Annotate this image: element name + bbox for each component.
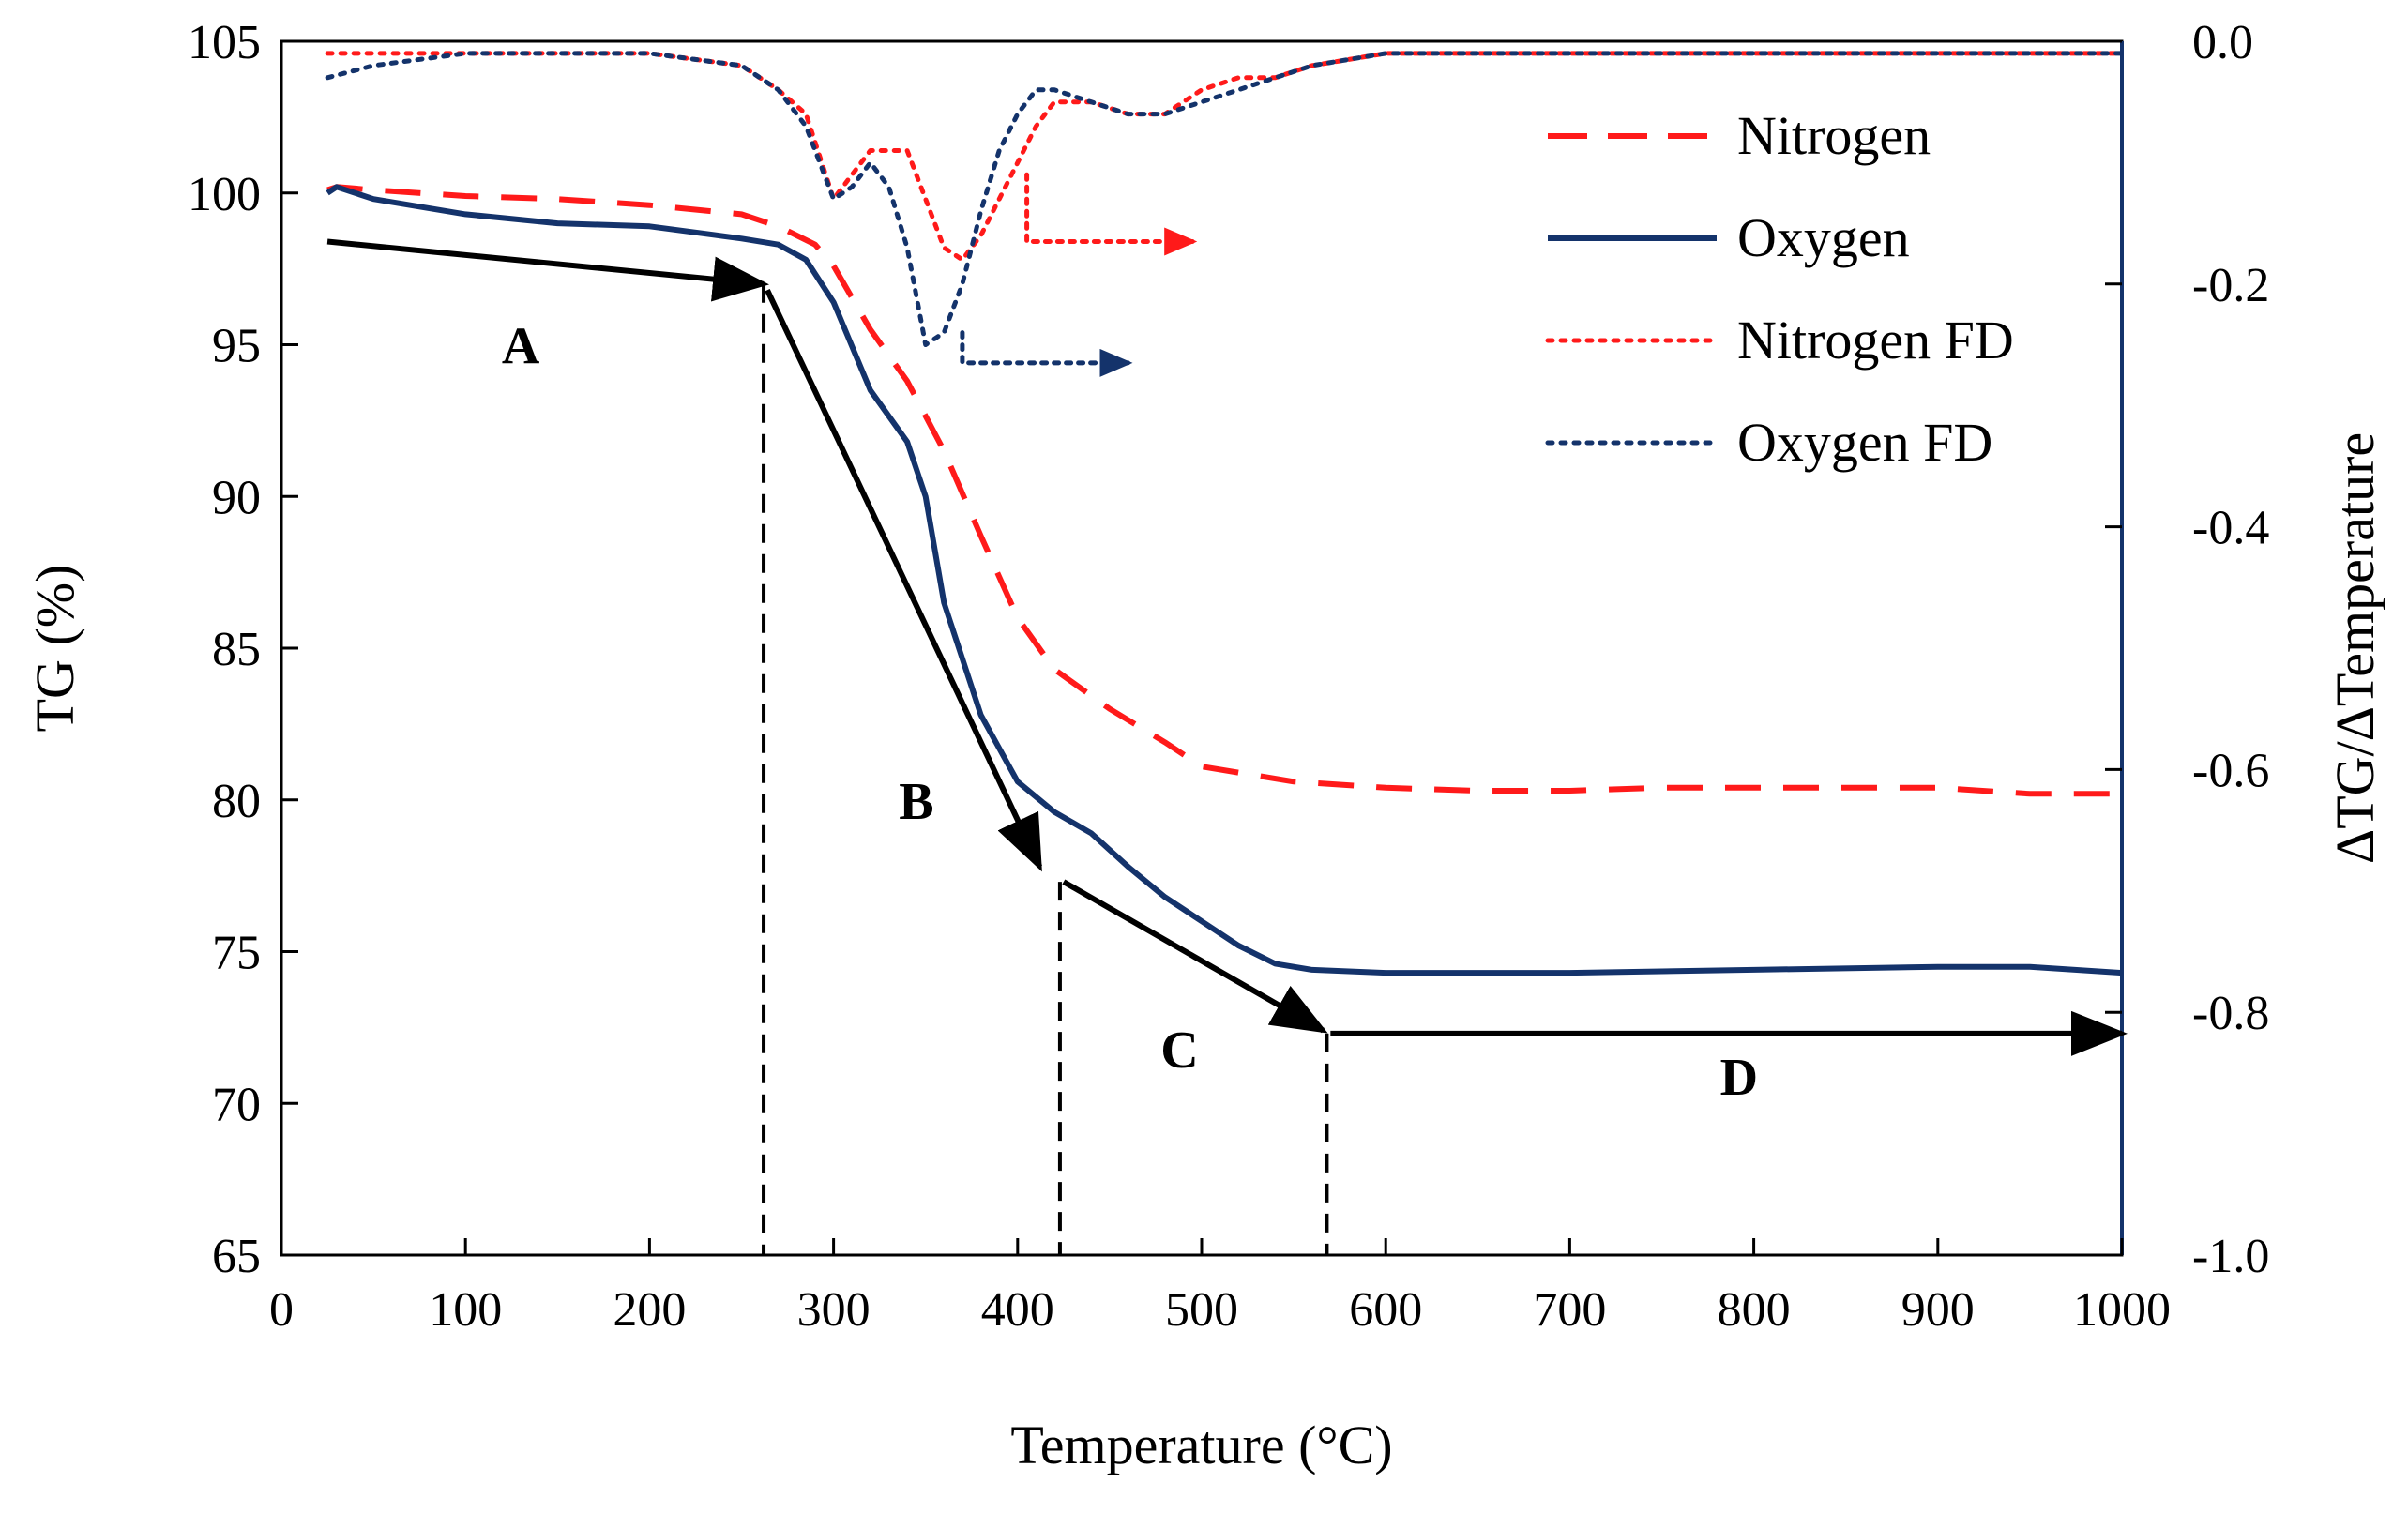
- x-tick-label: 200: [613, 1283, 686, 1337]
- axis-pointer-nitrogen-fd: [1024, 172, 1198, 256]
- axis-pointer-oxygen-fd: [960, 330, 1133, 377]
- y2-tick-label: -0.4: [2192, 502, 2269, 555]
- y-tick-label: 85: [212, 623, 261, 676]
- x-tick-label: 1000: [2073, 1283, 2171, 1337]
- x-axis-title: Temperature (°C): [1010, 1415, 1392, 1475]
- y-tick-label: 80: [212, 775, 261, 828]
- region-label-c: C: [1160, 1021, 1198, 1080]
- y2-tick-label: 0.0: [2192, 16, 2253, 69]
- x-tick-label: 0: [269, 1283, 294, 1337]
- y2-tick-label: -0.6: [2192, 744, 2269, 797]
- region-label-a: A: [502, 318, 540, 376]
- x-tick-label: 500: [1165, 1283, 1238, 1337]
- y-tick-label: 65: [212, 1230, 261, 1283]
- x-tick-label: 600: [1349, 1283, 1422, 1337]
- y2-tick-label: -0.2: [2192, 259, 2269, 312]
- y-tick-label: 90: [212, 471, 261, 524]
- legend: Nitrogen Oxygen Nitrogen FD Oxygen FD: [1545, 105, 2014, 473]
- series-line-nitrogen-fd: [325, 51, 2125, 263]
- region-label-d: D: [1720, 1049, 1758, 1107]
- legend-label-nitrogen: Nitrogen: [1737, 105, 1931, 166]
- axis-ticks: 0 100 200 300 400 500 600 700 800 900 1000 65 70 75 80…: [188, 16, 2269, 1337]
- y-tick-label: 100: [188, 168, 261, 221]
- legend-label-nitrogen-fd: Nitrogen FD: [1737, 310, 2014, 371]
- y-tick-label: 105: [188, 16, 261, 69]
- series-line-oxygen: [326, 184, 2123, 976]
- stage-arrow: [326, 238, 770, 302]
- x-tick-label: 400: [981, 1283, 1054, 1337]
- series-line-nitrogen: [326, 184, 2122, 797]
- region-label-b: B: [899, 773, 933, 831]
- y-tick-label: 70: [212, 1078, 261, 1131]
- x-tick-label: 700: [1533, 1283, 1606, 1337]
- x-tick-label: 300: [797, 1283, 871, 1337]
- y2-tick-label: -1.0: [2192, 1230, 2269, 1283]
- x-tick-label: 800: [1718, 1283, 1791, 1337]
- legend-label-oxygen: Oxygen: [1737, 207, 1910, 268]
- annotations: [326, 172, 2128, 1255]
- y-tick-label: 95: [212, 320, 261, 373]
- y2-tick-label: -0.8: [2192, 987, 2269, 1040]
- stage-arrow: [1062, 879, 1328, 1034]
- y2-axis-title: ΔTG/ΔTemperature: [2325, 432, 2385, 864]
- x-tick-label: 900: [1901, 1283, 1975, 1337]
- stage-arrow: [765, 288, 1043, 872]
- y-axis-title: TG (%): [24, 565, 85, 733]
- y-tick-label: 75: [212, 927, 261, 980]
- series-line-oxygen-fd: [325, 51, 2125, 347]
- legend-label-oxygen-fd: Oxygen FD: [1737, 412, 1992, 473]
- x-tick-label: 100: [429, 1283, 502, 1337]
